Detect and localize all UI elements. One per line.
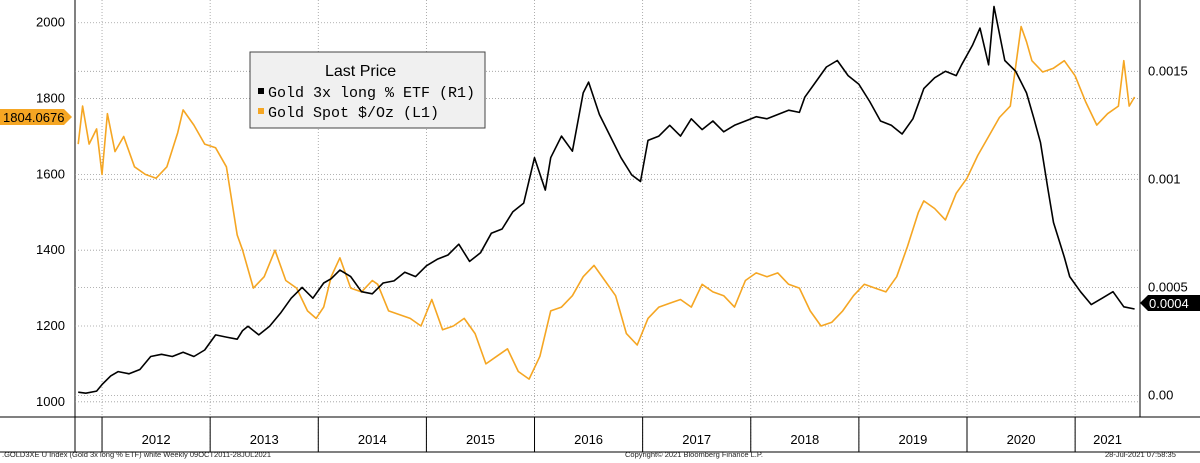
left-axis: 1000 1200 1400 1600 1800 2000	[36, 15, 65, 409]
last-value-etf: 0.0004	[1149, 296, 1189, 311]
x-tick-2018: 2018	[790, 432, 819, 447]
x-tick-2019: 2019	[898, 432, 927, 447]
grid-lines	[0, 0, 1200, 453]
last-value-gold-spot: 1804.0676	[3, 110, 64, 125]
x-tick-2016: 2016	[574, 432, 603, 447]
left-tick-1800: 1800	[36, 91, 65, 106]
x-tick-2013: 2013	[250, 432, 279, 447]
right-tick-0.0005: 0.0005	[1148, 279, 1188, 294]
x-tick-2015: 2015	[466, 432, 495, 447]
right-tick-0.0015: 0.0015	[1148, 63, 1188, 78]
right-axis: 0.00 0.0005 0.001 0.0015	[1148, 63, 1188, 402]
x-tick-2014: 2014	[358, 432, 387, 447]
series-line-series-black	[78, 5, 1135, 395]
footer-copyright: Copyright© 2021 Bloomberg Finance L.P.	[625, 450, 763, 459]
legend-swatch-etf	[258, 88, 264, 94]
x-tick-2021: 2021	[1093, 432, 1122, 447]
legend-swatch-spot	[258, 108, 264, 114]
x-axis: 2012 2013 2014 2015 2016 2017 2018 2019 2020 2021	[101, 417, 1122, 452]
left-tick-1400: 1400	[36, 242, 65, 257]
footer-index-info: .GOLD3XE U Index (Gold 3x long % ETF) wh…	[2, 450, 272, 459]
legend-title: Last Price	[325, 63, 396, 80]
right-tick-0.00: 0.00	[1148, 387, 1173, 402]
gold-3x-etf-series	[78, 5, 1135, 395]
left-tick-1200: 1200	[36, 318, 65, 333]
left-tick-2000: 2000	[36, 15, 65, 30]
left-tick-1000: 1000	[36, 394, 65, 409]
x-tick-2017: 2017	[682, 432, 711, 447]
series-line-series-orange	[77, 25, 1136, 380]
gold-spot-series	[77, 25, 1136, 380]
last-value-tag-etf: 0.0004	[1140, 295, 1200, 311]
last-value-tag-gold-spot: 1804.0676	[0, 109, 72, 125]
legend-box	[249, 51, 486, 129]
legend-entry-spot: Gold Spot $/Oz (L1)	[268, 105, 439, 122]
footer-timestamp: 28-Jul-2021 07:58:35	[1105, 450, 1176, 459]
legend: Last Price Gold 3x long % ETF (R1) Gold …	[249, 51, 486, 129]
right-tick-0.001: 0.001	[1148, 171, 1181, 186]
left-tick-1600: 1600	[36, 166, 65, 181]
legend-entry-etf: Gold 3x long % ETF (R1)	[268, 85, 475, 102]
x-tick-2012: 2012	[142, 432, 171, 447]
x-tick-2020: 2020	[1007, 432, 1036, 447]
